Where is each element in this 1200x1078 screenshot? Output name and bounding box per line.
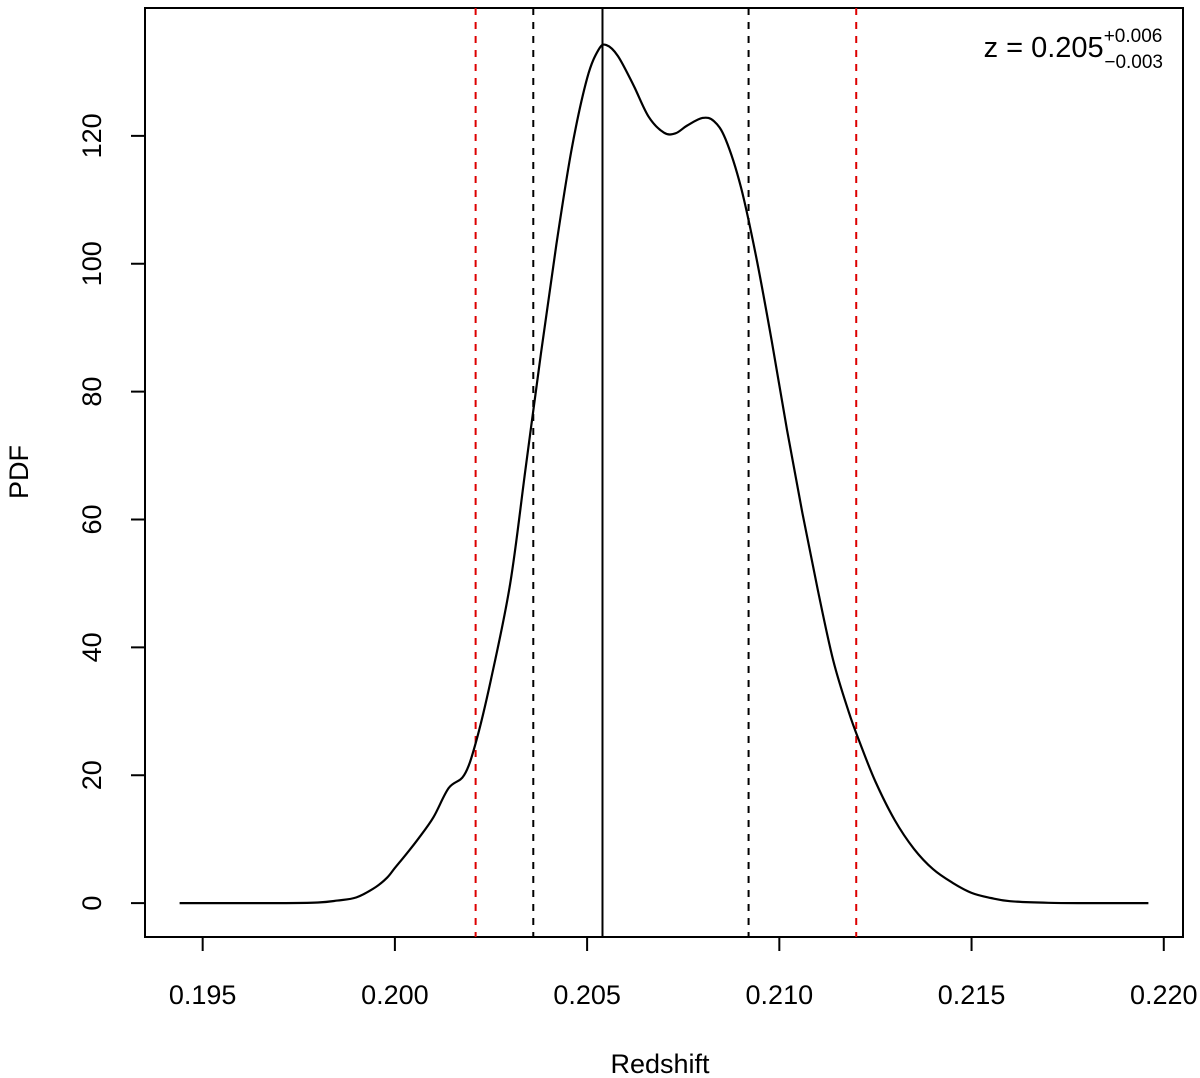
y-tick-label-4: 80 bbox=[77, 377, 107, 407]
y-tick-label-6: 120 bbox=[77, 113, 107, 158]
redshift-annotation: z = 0.205+0.006 −0.003 bbox=[984, 26, 1163, 73]
x-axis: 0.195 0.200 0.205 0.210 0.215 0.220 bbox=[169, 937, 1198, 1010]
y-axis-title: PDF bbox=[4, 445, 34, 499]
x-axis-title: Redshift bbox=[610, 1049, 710, 1078]
x-tick-label-0: 0.195 bbox=[169, 980, 237, 1010]
series-layer bbox=[179, 43, 1149, 905]
x-tick-label-5: 0.220 bbox=[1130, 980, 1198, 1010]
y-tick-label-2: 40 bbox=[77, 632, 107, 662]
annotation-value: z = 0.205 bbox=[984, 32, 1104, 64]
plot-frame bbox=[144, 7, 1184, 938]
y-tick-label-0: 0 bbox=[77, 896, 107, 911]
pdf-curve-0 bbox=[179, 43, 1149, 905]
annotation-lower-error: −0.003 bbox=[1104, 52, 1163, 73]
x-tick-label-2: 0.205 bbox=[553, 980, 621, 1010]
x-tick-label-4: 0.215 bbox=[938, 980, 1006, 1010]
y-tick-label-5: 100 bbox=[77, 241, 107, 286]
y-tick-label-3: 60 bbox=[77, 504, 107, 534]
y-axis: 0 20 40 60 80 100 120 bbox=[77, 113, 145, 911]
annotation-upper-error: +0.006 bbox=[1104, 26, 1163, 47]
reference-lines bbox=[474, 8, 858, 937]
x-tick-label-3: 0.210 bbox=[746, 980, 814, 1010]
x-tick-label-1: 0.200 bbox=[361, 980, 429, 1010]
y-tick-label-1: 20 bbox=[77, 760, 107, 790]
